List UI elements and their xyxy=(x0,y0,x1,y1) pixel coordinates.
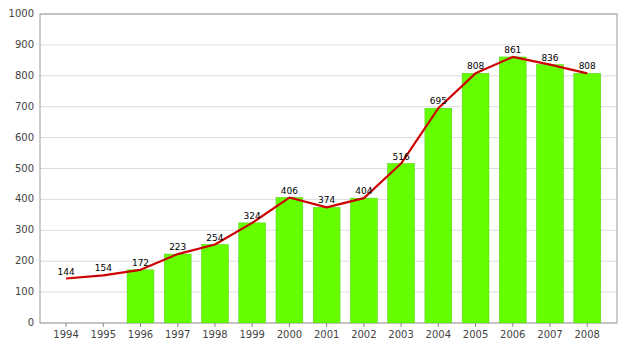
x-tick xyxy=(214,323,215,327)
data-label: 374 xyxy=(318,195,335,205)
x-tick-label: 1999 xyxy=(239,329,264,340)
y-tick-label: 200 xyxy=(15,255,34,266)
x-tick-label: 2004 xyxy=(426,329,451,340)
bar xyxy=(276,198,303,323)
y-tick-label: 300 xyxy=(15,224,34,235)
bar xyxy=(350,198,377,323)
data-label: 516 xyxy=(392,152,409,162)
bar xyxy=(388,164,415,323)
x-tick xyxy=(512,323,513,327)
x-tick xyxy=(289,323,290,327)
x-tick-label: 2000 xyxy=(277,329,302,340)
y-tick-label: 1000 xyxy=(9,8,34,19)
data-label: 172 xyxy=(132,258,149,268)
data-label: 808 xyxy=(579,61,596,71)
data-label: 861 xyxy=(504,45,521,55)
grid-line xyxy=(40,106,617,107)
y-tick-label: 0 xyxy=(28,317,34,328)
x-tick-label: 1997 xyxy=(165,329,190,340)
grid-line xyxy=(40,44,617,45)
y-tick-label: 900 xyxy=(15,39,34,50)
x-tick xyxy=(103,323,104,327)
x-tick-label: 1995 xyxy=(91,329,116,340)
x-tick xyxy=(177,323,178,327)
chart: 0 100 200 300 400 500 600 700 800 900 1000 1994 1995… xyxy=(0,0,627,349)
grid-line xyxy=(40,168,617,169)
data-label: 404 xyxy=(355,186,372,196)
data-label: 324 xyxy=(244,211,261,221)
x-tick-label: 2001 xyxy=(314,329,339,340)
bar xyxy=(574,73,601,323)
x-tick-label: 1998 xyxy=(202,329,227,340)
plot-frame xyxy=(40,14,617,323)
x-tick xyxy=(66,323,67,327)
grid-line xyxy=(40,75,617,76)
y-tick-label: 500 xyxy=(15,163,34,174)
data-label: 223 xyxy=(169,242,186,252)
x-tick xyxy=(549,323,550,327)
data-labels: 172 223 254 324 406 374 404 516 695 808 861 836 808 1… xyxy=(57,45,596,277)
x-tick xyxy=(475,323,476,327)
marks xyxy=(66,57,601,323)
grid xyxy=(40,14,617,323)
y-tick-label: 100 xyxy=(15,286,34,297)
x-tick-label: 2002 xyxy=(351,329,376,340)
bar xyxy=(313,207,340,323)
y-tick-label: 700 xyxy=(15,101,34,112)
x-tick-label: 2007 xyxy=(537,329,562,340)
y-tick-label: 800 xyxy=(15,70,34,81)
data-label: 144 xyxy=(57,267,74,277)
x-tick-label: 2003 xyxy=(388,329,413,340)
x-tick xyxy=(438,323,439,327)
bar xyxy=(239,223,266,323)
x-tick-label: 2006 xyxy=(500,329,525,340)
x-tick xyxy=(252,323,253,327)
data-label: 154 xyxy=(95,263,112,273)
bar xyxy=(164,254,191,323)
x-tick xyxy=(326,323,327,327)
x-tick xyxy=(401,323,402,327)
bar xyxy=(425,108,452,323)
line xyxy=(66,57,587,279)
bar xyxy=(127,270,154,323)
data-label: 695 xyxy=(430,96,447,106)
bar xyxy=(499,57,526,323)
y-tick-label: 400 xyxy=(15,193,34,204)
x-tick xyxy=(363,323,364,327)
bar xyxy=(202,245,229,323)
x-tick-label: 2005 xyxy=(463,329,488,340)
grid-line xyxy=(40,137,617,138)
x-tick xyxy=(140,323,141,327)
x-tick-label: 2008 xyxy=(574,329,599,340)
x-tick-label: 1996 xyxy=(128,329,153,340)
chart-container: 0 100 200 300 400 500 600 700 800 900 1000 1994 1995… xyxy=(0,0,627,349)
data-label: 254 xyxy=(206,233,223,243)
y-tick-label: 600 xyxy=(15,132,34,143)
bar xyxy=(462,73,489,323)
data-label: 406 xyxy=(281,186,298,196)
data-label: 836 xyxy=(541,53,558,63)
data-label: 808 xyxy=(467,61,484,71)
x-tick-label: 1994 xyxy=(53,329,78,340)
bar xyxy=(537,65,564,323)
x-tick xyxy=(587,323,588,327)
